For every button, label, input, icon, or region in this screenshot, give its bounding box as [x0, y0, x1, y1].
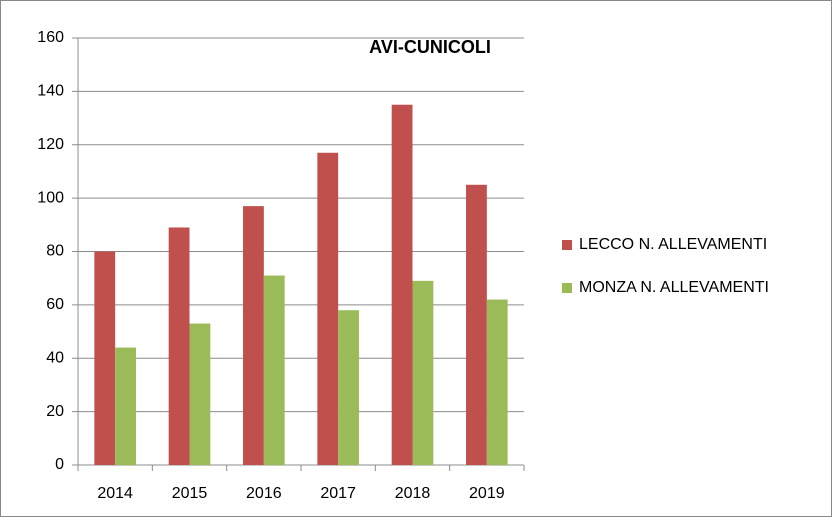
bar: [263, 275, 285, 465]
x-tick-label: 2019: [469, 485, 505, 502]
bar: [391, 104, 413, 465]
bar: [317, 152, 339, 465]
y-tick-label: 140: [37, 83, 64, 100]
y-tick-label: 40: [46, 349, 64, 366]
y-tick-label: 100: [37, 189, 64, 206]
bar: [168, 227, 190, 465]
y-tick-label: 0: [55, 456, 64, 473]
legend-label: LECCO N. ALLEVAMENTI: [579, 236, 767, 253]
bar: [486, 299, 508, 465]
bar: [412, 280, 434, 465]
x-tick-label: 2018: [395, 485, 431, 502]
legend-label: MONZA N. ALLEVAMENTI: [579, 279, 769, 296]
x-tick-label: 2015: [172, 485, 208, 502]
x-tick-label: 2016: [246, 485, 282, 502]
legend-swatch: [562, 283, 572, 293]
y-tick-label: 60: [46, 296, 64, 313]
bar: [94, 251, 116, 465]
bar: [189, 323, 211, 465]
legend-swatch: [562, 240, 572, 250]
y-tick-label: 160: [37, 29, 64, 46]
y-tick-label: 80: [46, 243, 64, 260]
x-tick-label: 2017: [320, 485, 356, 502]
bar: [338, 310, 359, 465]
bar: [115, 347, 136, 465]
chart-title: AVI-CUNICOLI: [369, 37, 491, 57]
bar: [243, 206, 264, 465]
x-tick-label: 2014: [97, 485, 133, 502]
y-tick-label: 20: [46, 403, 64, 420]
bar: [466, 184, 487, 465]
y-tick-label: 120: [37, 136, 64, 153]
